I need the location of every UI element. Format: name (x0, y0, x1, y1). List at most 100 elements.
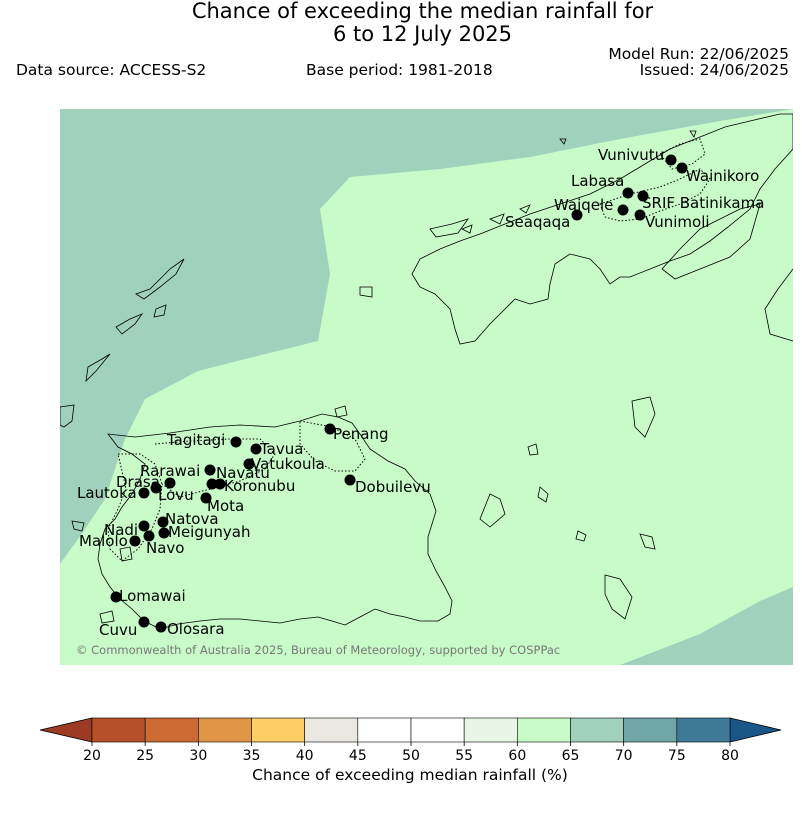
station-marker[interactable] (230, 436, 242, 448)
station-marker[interactable] (214, 478, 226, 490)
station-marker[interactable] (676, 162, 688, 174)
station-label: Wainikoro (686, 167, 760, 185)
station-label: Lautoka (77, 484, 137, 502)
station-label: Rarawai (140, 462, 201, 480)
station-marker[interactable] (138, 487, 150, 499)
issued-label: Issued: 24/06/2025 (639, 61, 789, 79)
colorbar-cell (623, 717, 678, 743)
colorbar-tick-label: 80 (721, 748, 739, 764)
colorbar-tick-label: 65 (562, 748, 580, 764)
colorbar-tick-label: 20 (83, 748, 101, 764)
station-label: Mota (207, 497, 245, 515)
station-label: Penang (333, 425, 389, 443)
station-labels: Vunivutu Wainikoro Labasa SRIF Batinikama Wa… (60, 109, 793, 665)
station-label: Waiqele (554, 196, 614, 214)
station-label: Drasa (116, 473, 160, 491)
station-marker[interactable] (571, 209, 583, 221)
station-label: Labasa (571, 172, 625, 190)
station-marker[interactable] (157, 516, 169, 528)
title-line-2: 6 to 12 July 2025 (332, 22, 513, 46)
station-marker[interactable] (324, 423, 336, 435)
station-marker[interactable] (110, 591, 122, 603)
colorbar-cell (198, 717, 252, 743)
station-label: Seaqaqa (505, 213, 571, 231)
colorbar-ticks: 20 25 30 35 40 45 50 55 60 65 70 75 80 (83, 742, 739, 764)
map-copyright: © Commonwealth of Australia 2025, Bureau… (76, 643, 561, 657)
station-label: SRIF Batinikama (642, 194, 765, 212)
base-period-label: Base period: 1981-2018 (306, 61, 493, 79)
title-line-1: Chance of exceeding the median rainfall … (191, 0, 654, 23)
station-label: Cuvu (99, 621, 138, 639)
coastline (60, 113, 793, 630)
station-marker[interactable] (143, 530, 155, 542)
station-label: Tagitagi (167, 431, 226, 449)
station-label: Lomawai (119, 587, 186, 605)
station-marker[interactable] (155, 621, 167, 633)
station-marker[interactable] (206, 478, 218, 490)
station-label: Natova (165, 510, 219, 528)
station-label: Nadi (104, 521, 139, 539)
station-marker[interactable] (200, 492, 212, 504)
station-label: Meigunyah (168, 523, 251, 541)
station-marker[interactable] (158, 527, 170, 539)
station-label: Lovu (158, 486, 194, 504)
station-marker[interactable] (344, 474, 356, 486)
station-label: Olosara (167, 620, 225, 638)
station-marker[interactable] (138, 520, 150, 532)
station-marker[interactable] (243, 458, 255, 470)
station-marker[interactable] (250, 443, 262, 455)
station-marker[interactable] (634, 209, 646, 221)
station-label: Vatukoula (251, 455, 325, 473)
station-label: Navo (146, 539, 185, 557)
colorbar-cell (570, 717, 624, 743)
colorbar-cell (463, 717, 518, 743)
colorbar-tick-label: 25 (136, 748, 154, 764)
station-label: Vunivutu (598, 146, 665, 164)
station-marker[interactable] (665, 154, 677, 166)
station-label: Vunimoli (645, 213, 710, 231)
station-label: Dobuilevu (355, 478, 431, 496)
colorbar-tick-label: 45 (349, 748, 367, 764)
colorbar-label: Chance of exceeding median rainfall (%) (252, 766, 568, 784)
station-label: Malolo (79, 532, 128, 550)
station-marker[interactable] (164, 477, 176, 489)
district-boundaries (107, 138, 711, 562)
station-marker[interactable] (204, 464, 216, 476)
map-panel[interactable]: Vunivutu Wainikoro Labasa SRIF Batinikama Wa… (60, 109, 793, 665)
colorbar-tick-label: 40 (296, 748, 314, 764)
probability-band-60-65 (60, 109, 793, 665)
model-run-label: Model Run: 22/06/2025 (608, 45, 789, 63)
station-label: Tavua (260, 440, 304, 458)
station-marker[interactable] (637, 190, 649, 202)
colorbar-under-arrow (39, 717, 93, 743)
station-marker[interactable] (622, 187, 634, 199)
colorbar-tick-label: 75 (668, 748, 686, 764)
station-label: Navatu (216, 464, 270, 482)
colorbar-tick-label: 70 (615, 748, 633, 764)
colorbar-tick-label: 55 (455, 748, 473, 764)
station-label: Koronubu (224, 477, 296, 495)
colorbar-tick-label: 35 (243, 748, 261, 764)
station-marker[interactable] (617, 204, 629, 216)
station-markers (110, 154, 688, 633)
colorbar-cell (144, 717, 199, 743)
colorbar-cell (676, 717, 731, 743)
colorbar-cell (410, 717, 465, 743)
station-marker[interactable] (138, 616, 150, 628)
colorbar-cell (357, 717, 412, 743)
colorbar-over-arrow (729, 717, 782, 743)
map-canvas (60, 109, 793, 665)
station-marker[interactable] (150, 482, 162, 494)
colorbar-tick-label: 50 (402, 748, 420, 764)
colorbar-tick-label: 30 (189, 748, 207, 764)
data-source-label: Data source: ACCESS-S2 (16, 61, 207, 79)
colorbar-cells (39, 717, 782, 743)
colorbar-cell (251, 717, 305, 743)
page-title: Chance of exceeding the median rainfall … (0, 0, 804, 46)
colorbar-cell (91, 717, 146, 743)
colorbar: 20 25 30 35 40 45 50 55 60 65 70 75 80 (39, 717, 782, 764)
station-marker[interactable] (129, 535, 141, 547)
colorbar-cell (517, 717, 571, 743)
colorbar-tick-label: 60 (508, 748, 526, 764)
colorbar-cell (304, 717, 359, 743)
